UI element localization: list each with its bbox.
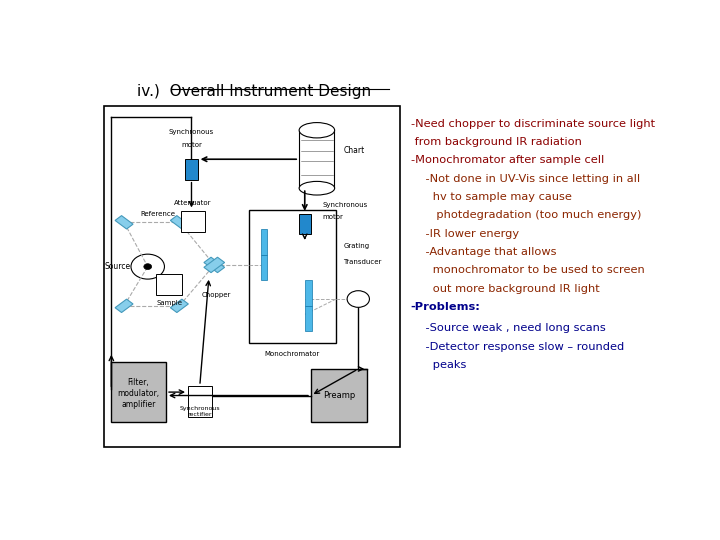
Ellipse shape	[299, 123, 335, 138]
Text: -Need chopper to discriminate source light: -Need chopper to discriminate source lig…	[411, 119, 655, 129]
Text: motor: motor	[181, 141, 202, 147]
FancyBboxPatch shape	[311, 369, 367, 422]
Text: from background IR radiation: from background IR radiation	[411, 137, 582, 147]
Text: rectifier: rectifier	[187, 412, 212, 417]
Bar	[204, 257, 225, 273]
FancyBboxPatch shape	[181, 211, 204, 232]
Bar	[115, 215, 133, 229]
Text: Preamp: Preamp	[323, 390, 355, 400]
Text: amplifier: amplifier	[122, 400, 156, 409]
Circle shape	[144, 264, 152, 269]
Text: -Problems:: -Problems:	[411, 302, 481, 312]
Text: iv.)  Overall Instrument Design: iv.) Overall Instrument Design	[138, 84, 372, 98]
Text: -Detector response slow – rounded: -Detector response slow – rounded	[411, 342, 624, 352]
Bar	[185, 159, 198, 180]
Text: monochromator to be used to screen: monochromator to be used to screen	[411, 265, 644, 275]
Text: -Not done in UV-Vis since letting in all: -Not done in UV-Vis since letting in all	[411, 174, 640, 184]
Text: -Advantage that allows: -Advantage that allows	[411, 247, 557, 257]
Text: -Source weak , need long scans: -Source weak , need long scans	[411, 323, 606, 333]
Text: Grating: Grating	[343, 243, 369, 249]
Text: Source: Source	[104, 262, 130, 271]
Bar	[261, 255, 267, 280]
Bar	[299, 214, 311, 234]
Circle shape	[347, 291, 369, 307]
Text: photdegradation (too much energy): photdegradation (too much energy)	[411, 210, 642, 220]
Text: Synchronous: Synchronous	[169, 129, 214, 135]
Bar	[305, 306, 312, 332]
Text: Synchronous: Synchronous	[179, 406, 220, 410]
Text: Synchronous: Synchronous	[323, 201, 368, 207]
Text: motor: motor	[323, 214, 343, 220]
Text: Sample: Sample	[156, 300, 182, 306]
FancyBboxPatch shape	[188, 386, 212, 417]
FancyBboxPatch shape	[112, 362, 166, 422]
Circle shape	[131, 254, 164, 279]
FancyBboxPatch shape	[299, 130, 334, 188]
Bar	[305, 280, 312, 306]
Text: out more background IR light: out more background IR light	[411, 284, 600, 294]
Text: peaks: peaks	[411, 360, 467, 370]
Text: hv to sample may cause: hv to sample may cause	[411, 192, 572, 202]
Ellipse shape	[299, 181, 335, 195]
Text: Transducer: Transducer	[343, 259, 382, 265]
Bar	[261, 229, 267, 255]
Bar	[204, 257, 225, 273]
Bar	[171, 215, 189, 229]
Text: -IR lower energy: -IR lower energy	[411, 228, 519, 239]
Text: Filter,: Filter,	[127, 378, 150, 387]
Text: Chopper: Chopper	[202, 292, 231, 298]
Text: Chart: Chart	[343, 146, 365, 155]
FancyBboxPatch shape	[156, 274, 182, 295]
Text: Monochromator: Monochromator	[265, 350, 320, 356]
Text: -Monochromator after sample cell: -Monochromator after sample cell	[411, 156, 604, 165]
FancyBboxPatch shape	[249, 211, 336, 343]
Text: Attenuator: Attenuator	[174, 199, 212, 206]
Bar	[115, 299, 133, 313]
Text: Reference: Reference	[140, 211, 175, 217]
Text: modulator,: modulator,	[117, 389, 160, 398]
Bar	[171, 299, 189, 313]
